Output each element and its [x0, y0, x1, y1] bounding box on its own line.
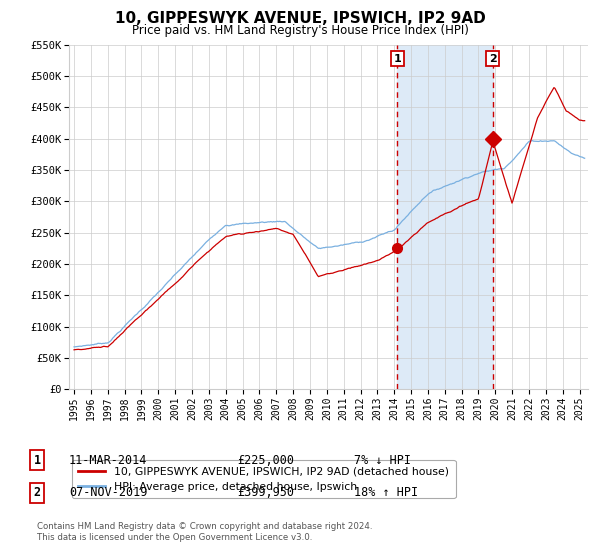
Text: 18% ↑ HPI: 18% ↑ HPI	[354, 486, 418, 500]
Text: Contains HM Land Registry data © Crown copyright and database right 2024.
This d: Contains HM Land Registry data © Crown c…	[37, 522, 373, 542]
Text: 2: 2	[34, 486, 41, 500]
Legend: 10, GIPPESWYK AVENUE, IPSWICH, IP2 9AD (detached house), HPI: Average price, det: 10, GIPPESWYK AVENUE, IPSWICH, IP2 9AD (…	[72, 460, 455, 498]
Text: 7% ↓ HPI: 7% ↓ HPI	[354, 454, 411, 467]
Text: 2: 2	[489, 54, 497, 64]
Text: £399,950: £399,950	[237, 486, 294, 500]
Text: 1: 1	[394, 54, 401, 64]
Text: 1: 1	[34, 454, 41, 467]
Text: 11-MAR-2014: 11-MAR-2014	[69, 454, 148, 467]
Text: £225,000: £225,000	[237, 454, 294, 467]
Bar	[397, 45, 493, 389]
Text: Price paid vs. HM Land Registry's House Price Index (HPI): Price paid vs. HM Land Registry's House …	[131, 24, 469, 36]
Text: 10, GIPPESWYK AVENUE, IPSWICH, IP2 9AD: 10, GIPPESWYK AVENUE, IPSWICH, IP2 9AD	[115, 11, 485, 26]
Text: 07-NOV-2019: 07-NOV-2019	[69, 486, 148, 500]
